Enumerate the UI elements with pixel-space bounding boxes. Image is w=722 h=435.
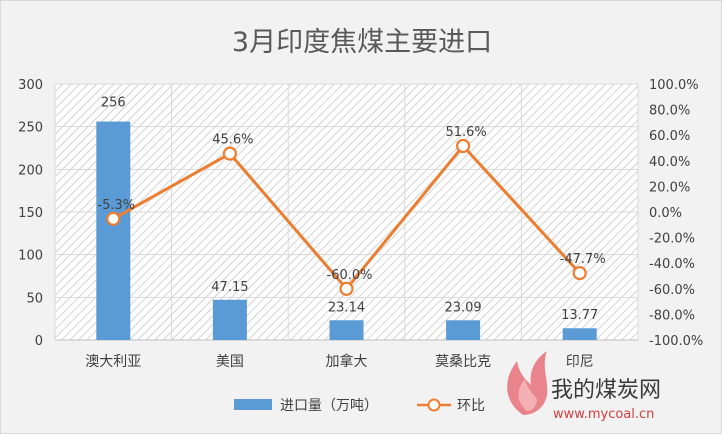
left-axis: 0 50 100 150 200 250 300: [18, 78, 43, 349]
line-point: [339, 281, 354, 296]
flame-icon: [507, 351, 548, 415]
bar: [446, 320, 481, 340]
watermark-logo: 我的煤炭网 www.mycoal.cn: [507, 351, 661, 422]
bar: [212, 299, 247, 340]
category-label: 澳大利亚: [85, 354, 141, 370]
right-tick-label: -40.0%: [649, 257, 695, 272]
line-data-label: -47.7%: [560, 252, 606, 267]
left-tick-label: 300: [18, 78, 43, 93]
line-point: [456, 138, 471, 154]
bar-data-label: 23.14: [328, 300, 365, 315]
category-label: 加拿大: [326, 353, 368, 370]
line-point: [222, 146, 237, 161]
category-axis: 澳大利亚 美国 加拿大 莫桑比克 印尼: [85, 353, 593, 370]
category-label: 美国: [216, 354, 244, 370]
left-tick-label: 150: [18, 206, 43, 221]
right-tick-label: 20.0%: [649, 180, 690, 195]
line-data-label: 45.6%: [212, 133, 253, 148]
left-tick-label: 0: [35, 334, 43, 349]
category-label: 莫桑比克: [435, 354, 491, 370]
right-tick-label: -60.0%: [649, 283, 695, 298]
right-tick-label: 100.0%: [649, 78, 699, 93]
legend-line-marker: [427, 398, 441, 412]
line-series: -5.3% 45.6% -60.0% 51.6% -47.7%: [97, 125, 606, 296]
right-tick-label: -20.0%: [649, 232, 695, 247]
legend-line-label: 环比: [457, 398, 485, 414]
chart-title: 3月印度焦煤主要进口: [232, 27, 492, 58]
right-tick-label: 60.0%: [649, 129, 690, 144]
right-tick-label: 80.0%: [649, 104, 690, 119]
line-point: [572, 265, 587, 281]
bar-data-label: 13.77: [561, 308, 598, 323]
line-data-label: -5.3%: [97, 198, 135, 213]
watermark-url: www.mycoal.cn: [553, 407, 654, 422]
category-label: 印尼: [566, 354, 594, 370]
line-point: [106, 211, 121, 226]
flame-inner-icon: [518, 379, 537, 411]
bar-data-label: 23.09: [444, 300, 481, 315]
right-tick-label: 40.0%: [649, 155, 690, 170]
legend-bar-label: 进口量（万吨）: [280, 398, 378, 414]
right-tick-label: 0.0%: [649, 206, 682, 221]
left-tick-label: 100: [18, 249, 43, 264]
bar: [329, 320, 364, 340]
bar: [96, 121, 131, 341]
left-tick-label: 200: [18, 163, 43, 178]
left-tick-label: 50: [26, 291, 43, 306]
left-tick-label: 250: [18, 121, 43, 136]
bar-data-label: 256: [101, 96, 126, 111]
legend-bar-swatch: [234, 399, 272, 410]
bar-data-label: 47.15: [211, 280, 248, 295]
line-data-label: -60.0%: [327, 268, 373, 283]
line-data-label: 51.6%: [445, 125, 486, 140]
right-tick-label: -100.0%: [649, 334, 703, 349]
bar-series: 256 47.15 23.14 23.09 13.77: [96, 96, 598, 341]
right-tick-label: -80.0%: [649, 308, 695, 323]
watermark-brand: 我的煤炭网: [551, 378, 661, 403]
right-axis: -100.0% -80.0% -60.0% -40.0% -20.0% 0.0% 20.0%…: [649, 78, 703, 349]
legend: 进口量（万吨） 环比: [234, 398, 485, 414]
bar: [562, 328, 597, 340]
